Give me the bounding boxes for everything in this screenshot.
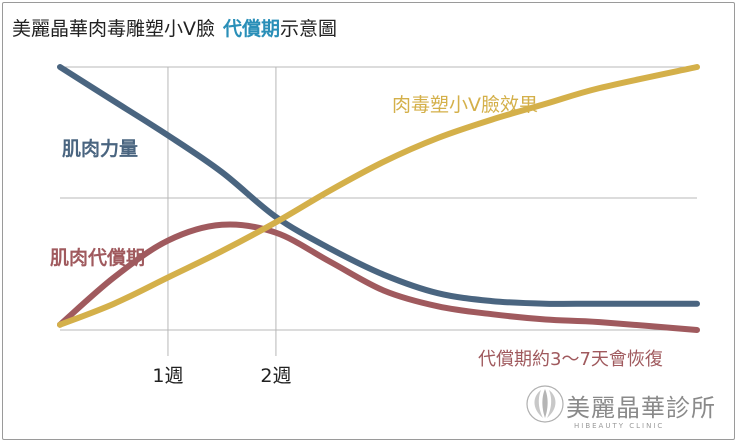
series-layer	[57, 64, 700, 333]
logo-circle	[526, 385, 564, 423]
x-tick-label-1: 1週	[152, 365, 183, 387]
recovery-note: 代償期約3～7天會恢復	[478, 349, 663, 370]
series-label-muscle-strength: 肌肉力量	[62, 138, 139, 160]
logo-leaf-right	[547, 390, 556, 418]
series-line-compensation	[57, 221, 700, 333]
chart-title: 美麗晶華肉毒雕塑小V臉 代償期示意圖	[12, 14, 337, 41]
title-highlight: 代償期	[223, 18, 281, 40]
chart-frame	[2, 2, 735, 440]
logo-leaf-center	[542, 389, 548, 418]
x-tick-label-2: 2週	[260, 365, 291, 387]
series-label-compensation: 肌肉代償期	[50, 247, 146, 269]
logo-name: 美麗晶華診所	[566, 394, 716, 422]
series-label-effect: 肉毒塑小V臉效果	[392, 94, 538, 116]
title-suffix: 示意圖	[280, 18, 338, 40]
series-line-muscle-strength	[57, 64, 700, 307]
x-grid	[167, 67, 277, 356]
logo-leaf-left	[534, 390, 543, 418]
logo-sub: HIBEAUTY CLINIC	[574, 422, 665, 430]
series-line-effect	[57, 64, 700, 328]
x-tick-labels: 1週 2週	[152, 365, 291, 387]
title-main: 美麗晶華肉毒雕塑小V臉	[12, 18, 215, 40]
grid	[60, 66, 697, 331]
logo-mark	[526, 385, 564, 423]
